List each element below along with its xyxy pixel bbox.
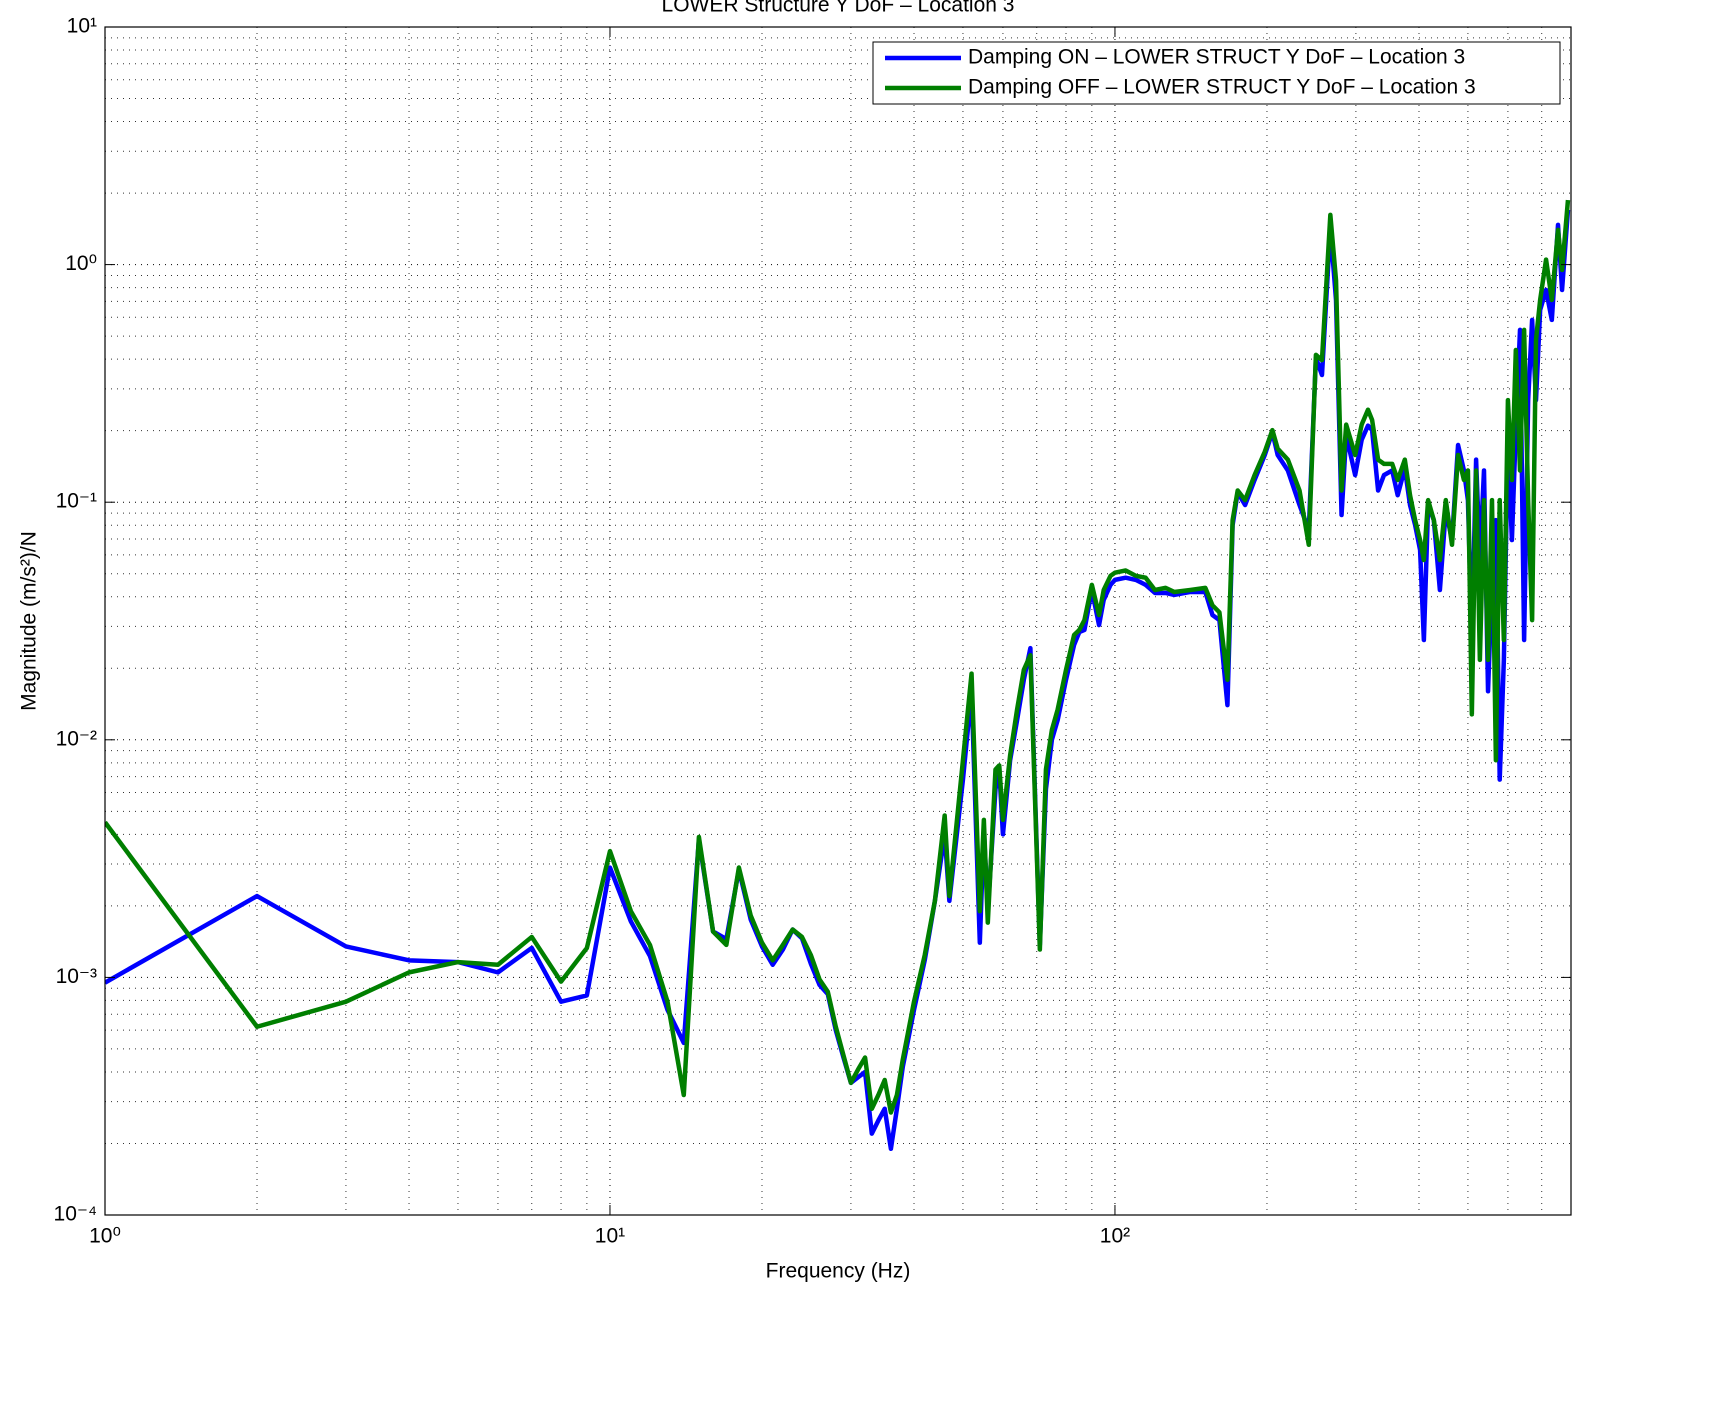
legend: Damping ON – LOWER STRUCT Y DoF – Locati… xyxy=(872,41,1561,105)
y-tick-label: 10⁻² xyxy=(56,727,97,750)
y-tick-label: 10⁰ xyxy=(65,252,97,275)
data-line xyxy=(105,199,1571,1115)
x-tick-label: 10⁰ xyxy=(89,1225,121,1248)
legend-box xyxy=(872,41,1561,105)
y-axis-label: Magnitude (m/s²)/N xyxy=(18,531,41,711)
y-tick-label: 10⁻¹ xyxy=(56,490,97,513)
y-tick-label: 10¹ xyxy=(67,15,97,38)
y-tick-label: 10⁻³ xyxy=(56,965,97,988)
x-tick-label: 10¹ xyxy=(595,1225,625,1248)
grid xyxy=(104,26,1571,1216)
axes-box xyxy=(104,26,1572,1216)
x-axis-label: Frequency (Hz) xyxy=(766,1260,911,1283)
y-tick-label: 10⁻⁴ xyxy=(54,1203,97,1226)
x-tick-label: 10² xyxy=(1100,1225,1130,1248)
chart-title: LOWER Structure Y DoF – Location 3 xyxy=(662,0,1015,17)
plot-area xyxy=(105,199,1571,1152)
ticks: 10⁰ 10¹ 10² 10⁻⁴ 10⁻³ 10⁻² 10⁻¹ 10⁰ 10¹ xyxy=(54,15,1571,1248)
legend-label: Damping ON – LOWER STRUCT Y DoF – Locati… xyxy=(968,46,1465,69)
legend-label: Damping OFF – LOWER STRUCT Y DoF – Locat… xyxy=(968,76,1476,99)
